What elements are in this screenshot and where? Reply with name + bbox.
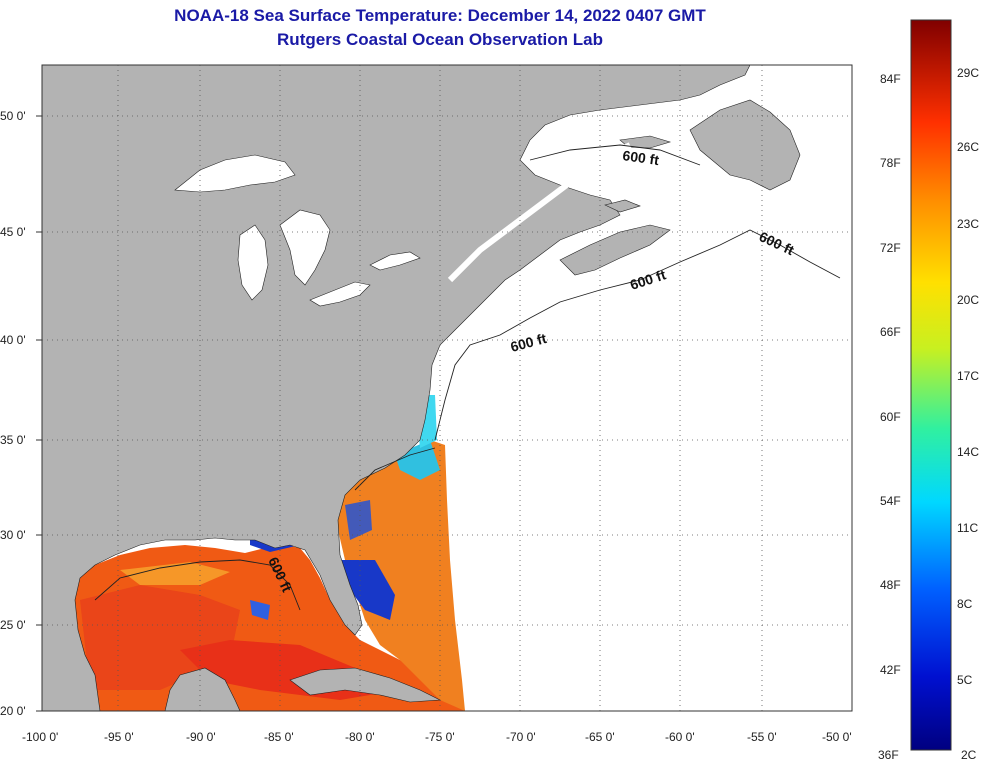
lon-tick-65: -65 0' [585,730,615,744]
great-lakes [174,154,421,307]
latitude-axis: 50 0' 45 0' 40 0' 35 0' 30 0' 25 0' 20 0… [0,109,42,718]
cb-c-29: 29C [957,66,980,80]
cb-c-20: 20C [957,293,980,307]
cb-f-54: 54F [880,494,901,508]
lat-tick-45: 45 0' [0,225,26,239]
land [42,65,801,711]
map-subtitle: Rutgers Coastal Ocean Observation Lab [277,30,603,49]
cb-c-11: 11C [957,521,979,535]
colorbar [910,19,952,751]
cb-f-36: 36F [878,748,899,762]
lat-tick-40: 40 0' [0,333,26,347]
cb-c-26: 26C [957,140,980,154]
cb-f-66: 66F [880,325,901,339]
lon-tick-50: -50 0' [822,730,852,744]
lon-tick-85: -85 0' [264,730,294,744]
lat-tick-50: 50 0' [0,109,26,123]
cb-c-2: 2C [961,748,977,762]
cb-f-48: 48F [880,578,901,592]
lon-tick-95: -95 0' [104,730,134,744]
cb-c-23: 23C [957,217,980,231]
lat-tick-20: 20 0' [0,704,26,718]
lon-tick-80: -80 0' [345,730,375,744]
cb-f-42: 42F [880,663,901,677]
lat-tick-30: 30 0' [0,528,26,542]
cb-c-5: 5C [957,673,973,687]
lon-tick-70: -70 0' [506,730,536,744]
cb-c-8: 8C [957,597,973,611]
cb-f-72: 72F [880,241,901,255]
lat-tick-25: 25 0' [0,618,26,632]
st-lawrence-river [447,142,632,283]
map-title: NOAA-18 Sea Surface Temperature: Decembe… [174,6,706,25]
cb-f-78: 78F [880,156,901,170]
lon-tick-100: -100 0' [22,730,58,744]
lon-tick-90: -90 0' [186,730,216,744]
lon-tick-60: -60 0' [665,730,695,744]
longitude-axis: -100 0' -95 0' -90 0' -85 0' -80 0' -75 … [22,730,852,744]
cb-f-84: 84F [880,72,901,86]
isobath-label-1: 600 ft [622,147,661,168]
cb-c-17: 17C [957,369,980,383]
map-frame [41,64,853,712]
cb-c-14: 14C [957,445,980,459]
cb-f-60: 60F [880,410,901,424]
lon-tick-75: -75 0' [425,730,455,744]
graticule [42,65,852,711]
lon-tick-55: -55 0' [747,730,777,744]
lat-tick-35: 35 0' [0,433,26,447]
